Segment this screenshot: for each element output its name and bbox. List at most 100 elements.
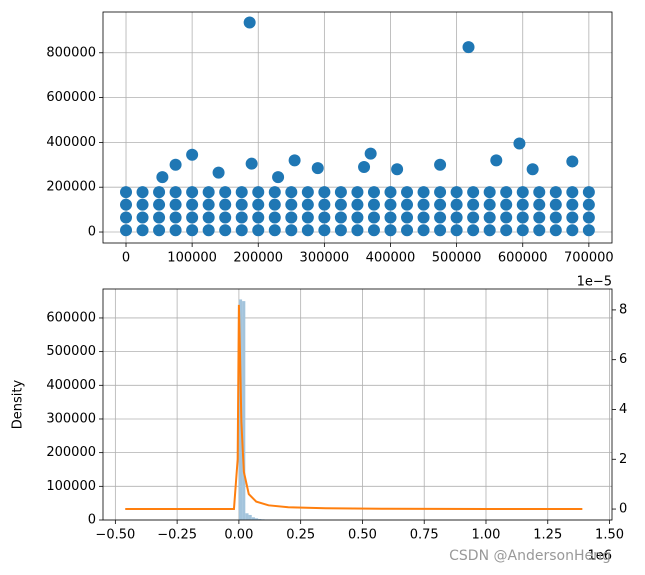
scatter-point [384, 186, 397, 199]
scatter-point [186, 224, 199, 237]
scatter-point [434, 224, 447, 237]
y-tick-label: 400000 [46, 378, 96, 393]
plot-area [120, 16, 595, 237]
scatter-point [516, 211, 529, 224]
scatter-point [483, 198, 496, 211]
x-offset-label: 1e6 [587, 549, 612, 564]
scatter-point [566, 186, 579, 199]
scatter-point [582, 224, 595, 237]
scatter-point [235, 198, 248, 211]
scatter-point [526, 163, 539, 176]
scatter-point [301, 224, 314, 237]
scatter-point [467, 198, 480, 211]
scatter-point [120, 186, 133, 199]
scatter-point [268, 186, 281, 199]
scatter-point [318, 224, 331, 237]
scatter-point [401, 186, 414, 199]
scatter-point [169, 211, 182, 224]
scatter-point [434, 158, 447, 171]
scatter-point [245, 157, 258, 170]
scatter-point [156, 171, 169, 184]
scatter-point [434, 211, 447, 224]
scatter-point [483, 211, 496, 224]
y-tick-label: 200000 [46, 445, 96, 460]
scatter-point [367, 224, 380, 237]
scatter-point [120, 211, 133, 224]
scatter-point [268, 211, 281, 224]
scatter-point [202, 224, 215, 237]
x-tick-label: 1.25 [533, 528, 562, 543]
scatter-point [285, 211, 298, 224]
scatter-point [301, 211, 314, 224]
scatter-point [582, 186, 595, 199]
scatter-point [483, 186, 496, 199]
axes-frame [102, 288, 613, 521]
scatter-point [367, 186, 380, 199]
scatter-point [243, 16, 256, 29]
scatter-point [252, 224, 265, 237]
y2-offset-label: 1e−5 [577, 275, 612, 290]
scatter-point [272, 171, 285, 184]
scatter-point [401, 224, 414, 237]
scatter-point [566, 155, 579, 168]
scatter-point [582, 211, 595, 224]
scatter-point [252, 186, 265, 199]
scatter-point [311, 162, 324, 175]
histogram-bar [242, 301, 246, 520]
scatter-point [549, 211, 562, 224]
scatter-point [417, 186, 430, 199]
scatter-point [450, 198, 463, 211]
y-tick-label: 300000 [46, 411, 96, 426]
scatter-point [219, 211, 232, 224]
scatter-point [533, 198, 546, 211]
scatter-point [401, 198, 414, 211]
scatter-point [566, 198, 579, 211]
scatter-point [268, 198, 281, 211]
scatter-point [252, 211, 265, 224]
scatter-point [136, 186, 149, 199]
scatter-point [467, 224, 480, 237]
plot-area [125, 299, 583, 520]
scatter-point [235, 211, 248, 224]
scatter-point [252, 198, 265, 211]
scatter-point [450, 211, 463, 224]
y-tick-label: 600000 [46, 90, 96, 105]
scatter-point [351, 211, 364, 224]
scatter-point [367, 211, 380, 224]
scatter-point [334, 211, 347, 224]
scatter-point [401, 211, 414, 224]
y-tick-label: 200000 [46, 180, 96, 195]
scatter-point [533, 211, 546, 224]
y2-tick-label: 6 [619, 352, 627, 367]
scatter-point [516, 224, 529, 237]
scatter-point [582, 198, 595, 211]
scatter-point [285, 198, 298, 211]
x-tick-label: 0.25 [286, 528, 315, 543]
scatter-point [566, 211, 579, 224]
histogram-bar [251, 517, 255, 520]
histogram-bar [258, 518, 262, 520]
x-tick-label: −0.50 [95, 528, 135, 543]
scatter-point [384, 211, 397, 224]
scatter-point [500, 198, 513, 211]
y-tick-label: 0 [88, 513, 96, 528]
scatter-point [334, 186, 347, 199]
scatter-point [153, 224, 166, 237]
axes-frame [102, 11, 613, 244]
scatter-point [462, 41, 475, 54]
scatter-point [186, 148, 199, 161]
kde-line [125, 304, 583, 511]
x-tick-label: 0.00 [224, 528, 253, 543]
scatter-point [334, 198, 347, 211]
scatter-point [351, 186, 364, 199]
scatter-point [483, 224, 496, 237]
y2-tick-label: 2 [619, 452, 627, 467]
x-tick-label: 100000 [167, 251, 217, 266]
scatter-point [490, 154, 503, 167]
scatter-point [434, 186, 447, 199]
y-tick-label: 100000 [46, 479, 96, 494]
scatter-point [351, 224, 364, 237]
